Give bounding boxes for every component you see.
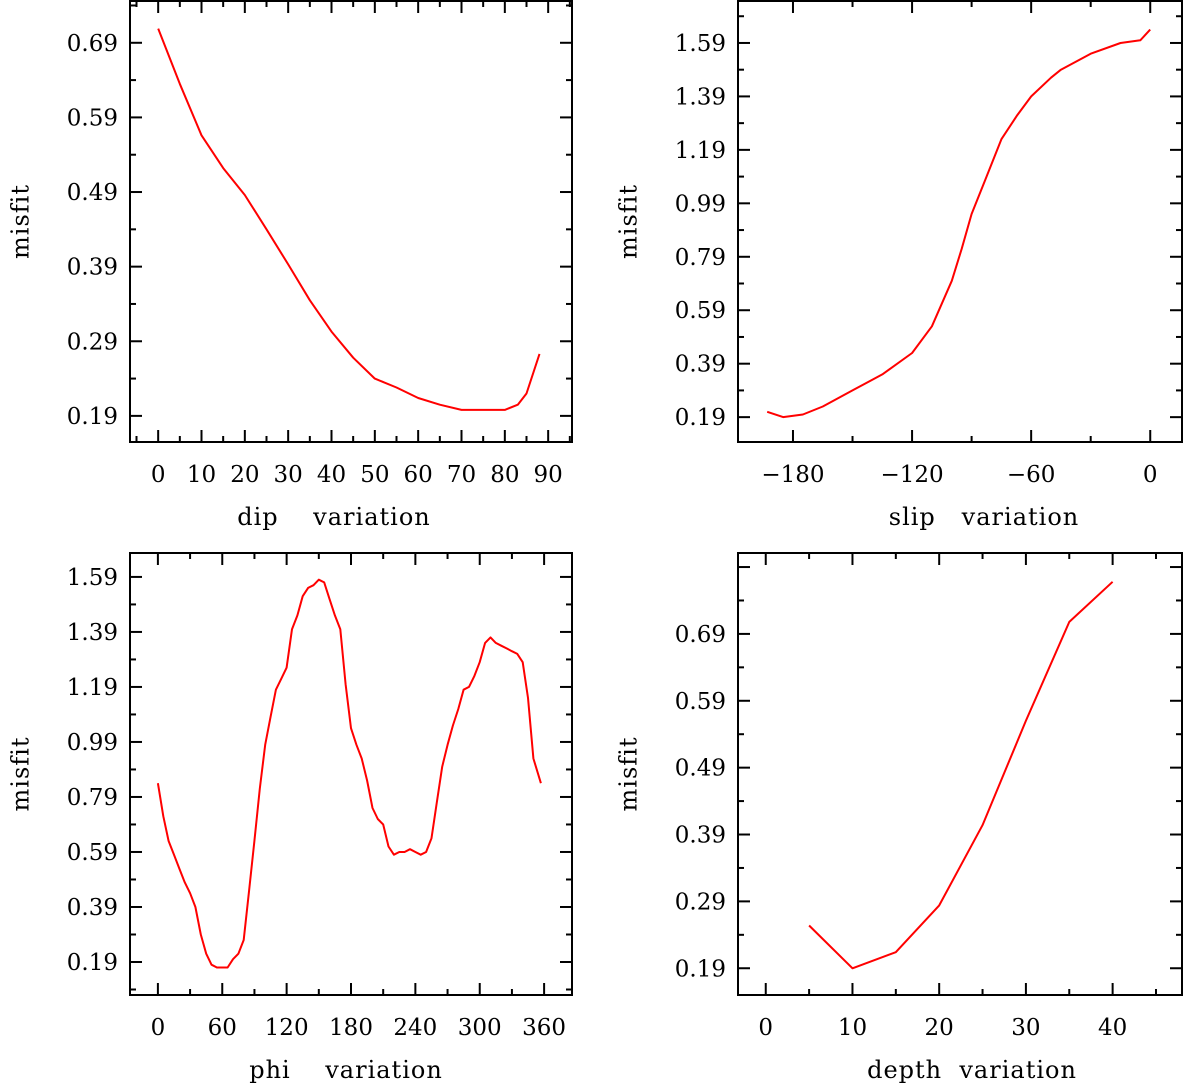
- x-tick-label: 0: [151, 1015, 166, 1041]
- subplot-2: −180 −120 −60 0 0.19 0.39 0.59 0.79 0.99 1.19 1.39…: [615, 0, 1183, 531]
- misfit-line: [766, 28, 1151, 419]
- y-tick-label: 0.39: [675, 352, 726, 378]
- y-tick-label: 0.29: [67, 329, 118, 355]
- y-tick-label: 0.69: [67, 31, 118, 57]
- y-tick-label: 0.49: [675, 756, 726, 782]
- x-tick-label: 120: [265, 1015, 309, 1041]
- x-tick-label: 40: [1098, 1015, 1127, 1041]
- plot-frame: [737, 0, 1183, 443]
- x-axis-label: phi variation: [249, 1056, 443, 1084]
- subplot-3: 0 60 120 180 240 300 360 0.19 0.39 0.59 0.79 0.99 1.…: [7, 552, 573, 1084]
- x-tick-label: −180: [761, 462, 824, 488]
- y-tick-label: 0.99: [675, 191, 726, 217]
- subplot-1: 0 10 20 30 40 50 60 70 80 90 0.19 0.29 0.39 0.49 0.59 0…: [7, 0, 573, 531]
- x-tick-label: −60: [1007, 462, 1056, 488]
- y-tick-label: 0.59: [67, 840, 118, 866]
- x-tick-label: 30: [274, 462, 303, 488]
- x-tick-label: 300: [458, 1015, 502, 1041]
- misfit-line: [156, 578, 542, 969]
- x-tick-label: 40: [317, 462, 346, 488]
- y-tick-label: 1.39: [675, 84, 726, 110]
- y-axis-label: misfit: [7, 737, 35, 812]
- x-tick-label: 60: [404, 462, 433, 488]
- y-axis-label: misfit: [615, 737, 643, 812]
- x-tick-label: 60: [208, 1015, 237, 1041]
- y-tick-label: 1.19: [675, 138, 726, 164]
- y-tick-label: 0.79: [675, 245, 726, 271]
- x-tick-label: 180: [329, 1015, 373, 1041]
- plot-frame: [129, 552, 573, 996]
- y-tick-label: 0.59: [67, 105, 118, 131]
- x-tick-label: 50: [360, 462, 389, 488]
- x-tick-label: 90: [534, 462, 563, 488]
- y-tick-label: 0.79: [67, 785, 118, 811]
- x-tick-label: 0: [1143, 462, 1158, 488]
- misfit-line: [808, 581, 1114, 970]
- y-tick-label: 0.59: [675, 298, 726, 324]
- y-axis-label: misfit: [615, 184, 643, 259]
- x-tick-label: 10: [187, 462, 216, 488]
- y-tick-label: 0.59: [675, 689, 726, 715]
- misfit-line: [157, 28, 541, 411]
- x-axis-label: depth variation: [867, 1056, 1077, 1084]
- y-tick-label: 0.19: [67, 404, 118, 430]
- y-axis-label: misfit: [7, 184, 35, 259]
- y-tick-label: 1.19: [67, 675, 118, 701]
- x-tick-label: 240: [393, 1015, 437, 1041]
- x-tick-label: 10: [838, 1015, 867, 1041]
- y-tick-label: 0.29: [675, 889, 726, 915]
- x-tick-label: 80: [490, 462, 519, 488]
- y-tick-label: 0.69: [675, 622, 726, 648]
- y-tick-label: 1.59: [675, 31, 726, 57]
- plot-frame: [737, 552, 1183, 996]
- x-tick-label: 360: [522, 1015, 566, 1041]
- y-tick-label: 0.19: [675, 956, 726, 982]
- y-tick-label: 0.99: [67, 730, 118, 756]
- y-tick-label: 1.39: [67, 620, 118, 646]
- y-tick-label: 0.39: [67, 895, 118, 921]
- y-tick-label: 0.39: [675, 823, 726, 849]
- x-tick-label: 20: [925, 1015, 954, 1041]
- x-tick-label: −120: [880, 462, 943, 488]
- x-tick-label: 0: [151, 462, 166, 488]
- y-tick-label: 0.19: [675, 405, 726, 431]
- plot-frame: [129, 0, 573, 443]
- y-tick-label: 0.49: [67, 180, 118, 206]
- y-tick-label: 0.19: [67, 950, 118, 976]
- x-tick-label: 70: [447, 462, 476, 488]
- x-tick-label: 30: [1011, 1015, 1040, 1041]
- x-axis-label: dip variation: [237, 503, 430, 531]
- x-tick-label: 20: [230, 462, 259, 488]
- x-tick-label: 0: [758, 1015, 773, 1041]
- subplot-4: 0 10 20 30 40 0.19 0.29 0.39 0.49 0.59 0.69 depth v…: [615, 552, 1183, 1084]
- y-tick-label: 1.59: [67, 565, 118, 591]
- y-tick-label: 0.39: [67, 255, 118, 281]
- x-axis-label: slip variation: [889, 503, 1079, 531]
